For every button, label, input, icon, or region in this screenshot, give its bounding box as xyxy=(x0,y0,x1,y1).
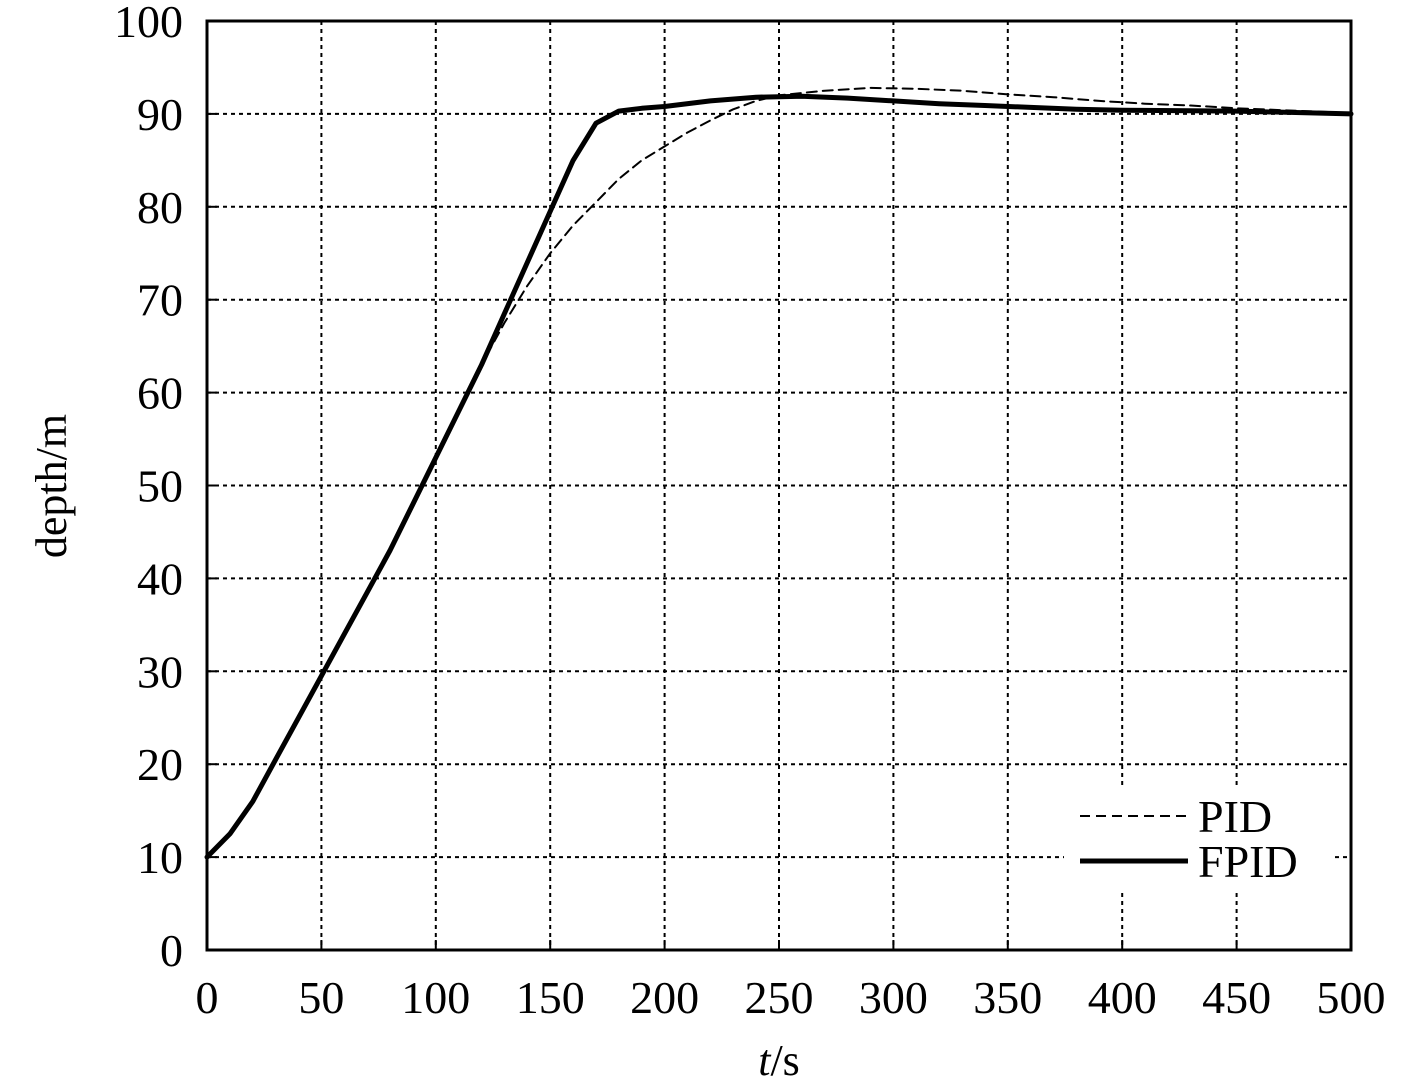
y-tick-label: 30 xyxy=(137,646,183,697)
legend-label-pid: PID xyxy=(1198,791,1272,842)
y-tick-label: 10 xyxy=(137,832,183,883)
x-tick-label: 50 xyxy=(298,972,344,1023)
y-tick-label: 0 xyxy=(160,925,183,976)
y-axis-label: depth/m xyxy=(27,414,76,558)
y-tick-label: 100 xyxy=(114,0,183,47)
x-tick-label: 300 xyxy=(859,972,928,1023)
x-tick-label: 450 xyxy=(1202,972,1271,1023)
y-tick-label: 50 xyxy=(137,461,183,512)
grid-layer xyxy=(207,21,1351,950)
x-axis-label-italic: t xyxy=(758,1036,772,1085)
series-line-fpid xyxy=(204,93,1354,860)
x-axis-label-unit: /s xyxy=(770,1036,799,1085)
x-tick-label: 250 xyxy=(745,972,814,1023)
y-tick-label: 20 xyxy=(137,739,183,790)
x-tick-label: 350 xyxy=(973,972,1042,1023)
x-tick-label: 400 xyxy=(1088,972,1157,1023)
legend-background xyxy=(1064,786,1334,892)
legend-label-fpid: FPID xyxy=(1198,836,1298,887)
y-tick-label: 70 xyxy=(137,275,183,326)
y-tick-label: 40 xyxy=(137,553,183,604)
x-tick-label: 0 xyxy=(196,972,219,1023)
y-tick-label: 60 xyxy=(137,368,183,419)
x-tick-label: 100 xyxy=(401,972,470,1023)
series-layer xyxy=(204,86,1354,860)
x-tick-label: 500 xyxy=(1317,972,1386,1023)
tick-layer: 0 50 100 150 200 250 300 350 400 450 500 0 10 20 30 40 5… xyxy=(114,0,1386,1023)
y-tick-label: 80 xyxy=(137,182,183,233)
x-axis-label: t/s xyxy=(758,1036,800,1085)
x-tick-label: 200 xyxy=(630,972,699,1023)
x-tick-label: 150 xyxy=(516,972,585,1023)
y-tick-label: 90 xyxy=(137,89,183,140)
